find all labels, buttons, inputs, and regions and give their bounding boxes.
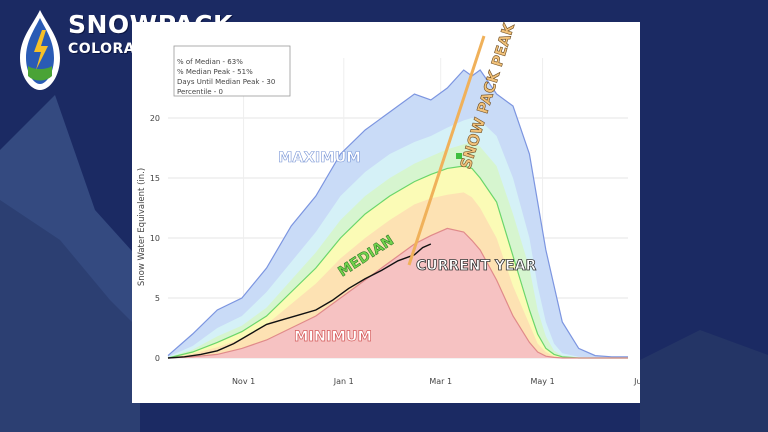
x-tick-label: Mar 1 <box>429 377 452 386</box>
maximum-label: MAXIMUM <box>278 150 361 166</box>
info-line: % Median Peak - 51% <box>177 68 253 76</box>
band-minimum <box>168 228 628 358</box>
y-tick-label: 20 <box>150 114 160 123</box>
y-tick-label: 0 <box>155 354 160 363</box>
line-median <box>167 165 628 359</box>
y-tick-labels: 0 5 10 15 20 <box>150 114 160 363</box>
chart-panel: 0 5 10 15 20 Nov 1 Jan 1 Mar 1 May 1 Jul 1 Snow … <box>132 22 640 403</box>
y-tick-label: 5 <box>155 294 160 303</box>
y-axis-label: Snow Water Equivalent (in.) <box>137 168 147 286</box>
x-tick-label: Nov 1 <box>232 377 255 386</box>
y-tick-label: 10 <box>150 234 160 243</box>
info-line: Percentile - 0 <box>177 88 223 96</box>
x-tick-label: Jan 1 <box>333 377 354 386</box>
info-line: Days Until Median Peak - 30 <box>177 78 275 86</box>
info-line: % of Median - 63% <box>177 58 243 66</box>
minimum-label: MINIMUM <box>294 329 372 345</box>
line-minimum <box>167 227 628 359</box>
line-current-year <box>167 243 432 359</box>
x-tick-label: May 1 <box>530 377 554 386</box>
series-lines <box>167 69 628 359</box>
current-year-label: CURRENT YEAR <box>416 258 536 274</box>
x-tick-labels: Nov 1 Jan 1 Mar 1 May 1 Jul 1 <box>232 377 640 386</box>
peak-line <box>407 35 486 266</box>
info-box <box>173 45 291 97</box>
snowflake-lightning-drop-icon <box>20 10 60 90</box>
median-peak-marker <box>456 153 462 159</box>
percentile-bands <box>168 70 628 358</box>
x-tick-label: Jul 1 <box>633 377 640 386</box>
y-tick-label: 15 <box>150 174 160 183</box>
line-maximum <box>167 69 628 358</box>
swe-chart: 0 5 10 15 20 Nov 1 Jan 1 Mar 1 May 1 Jul 1 Snow … <box>137 22 640 386</box>
